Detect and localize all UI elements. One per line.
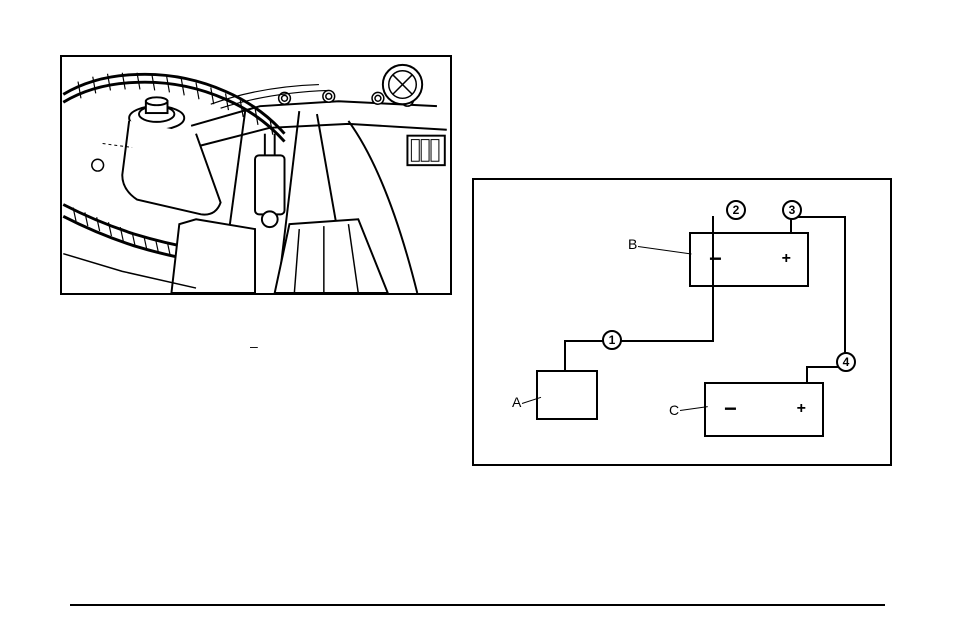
leader-b [638, 246, 692, 255]
label-b: B [628, 236, 637, 252]
diagram-box-a [536, 370, 598, 420]
circled-2: 2 [726, 200, 746, 220]
wire-right-vertical [844, 216, 846, 368]
wire-c-pos-down [806, 366, 808, 382]
wire-a-to-b-horiz-lower [564, 340, 714, 342]
diagram-box-b: − + [689, 232, 809, 287]
page-footer-rule [70, 604, 885, 606]
wire-b-neg-stub [712, 216, 714, 232]
page-container: – − + − + 1 2 3 4 B A C [0, 0, 954, 636]
dash-mark: – [250, 338, 258, 354]
label-a: A [512, 394, 521, 410]
circled-4: 4 [836, 352, 856, 372]
box-c-negative: − [724, 396, 737, 422]
engine-bay-drawing [62, 57, 450, 293]
engine-illustration-frame [60, 55, 452, 295]
wire-b-neg-down [712, 216, 714, 342]
box-b-negative: − [709, 246, 722, 272]
circled-3: 3 [782, 200, 802, 220]
wire-a-up [564, 340, 566, 370]
circled-1: 1 [602, 330, 622, 350]
jump-start-diagram-frame: − + − + 1 2 3 4 B A C [472, 178, 892, 466]
label-c: C [669, 402, 679, 418]
box-b-positive: + [782, 250, 791, 268]
diagram-box-c: − + [704, 382, 824, 437]
box-c-positive: + [797, 400, 806, 418]
